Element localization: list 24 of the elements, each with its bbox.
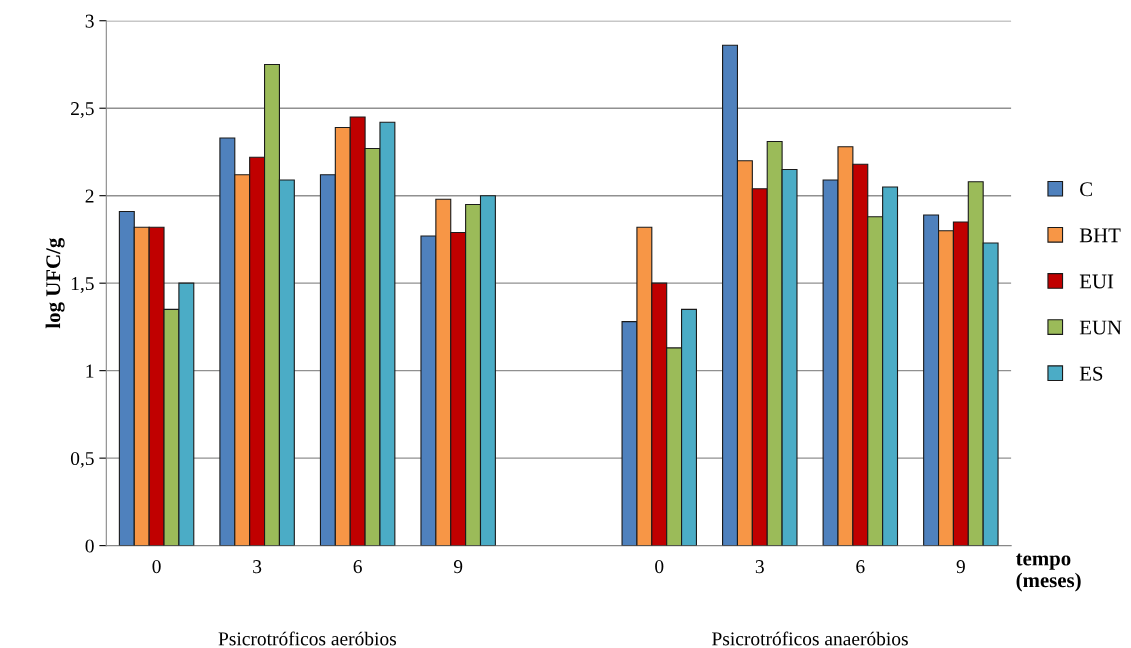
x-tick-label: 6 (856, 560, 865, 574)
x-tick-label: 9 (956, 560, 965, 574)
y-tick-label: 2 (85, 189, 94, 203)
x-axis-title: tempo (meses) (1015, 553, 1081, 592)
legend-label: EUI (1079, 274, 1114, 289)
x-tick-label: 3 (755, 560, 764, 574)
y-tick-label: 0,5 (70, 451, 94, 468)
y-tick-label: 0 (85, 539, 94, 553)
legend-label: C (1080, 182, 1092, 197)
legend-label: ES (1079, 366, 1103, 381)
y-axis-title: log UFC/g (45, 237, 65, 329)
x-tick-label: 6 (353, 560, 362, 574)
y-tick-label: 2,5 (71, 102, 94, 118)
x-tick-label: 9 (453, 560, 463, 574)
x-tick-label: 0 (655, 560, 664, 574)
x-tick-label: 0 (152, 560, 161, 574)
legend-label: BHT (1079, 228, 1121, 243)
text: Psicrotróficos aeróbios (218, 631, 397, 646)
y-tick-label: 1,5 (71, 277, 94, 293)
x-tick-label: 3 (253, 560, 262, 574)
text: Psicrotróficos anaeróbios (712, 631, 908, 646)
y-tick-label: 1 (86, 364, 94, 378)
legend-label: EUN (1079, 320, 1122, 335)
y-tick-label: 3 (85, 14, 94, 28)
